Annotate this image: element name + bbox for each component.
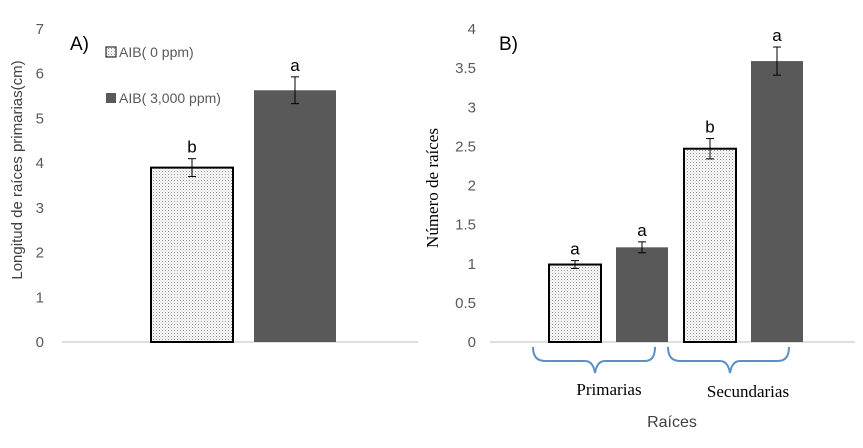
- y-tick-label: 6: [36, 66, 44, 83]
- y-tick-label: 0.5: [455, 295, 476, 312]
- panel-a-y-ticks: 0 1 2 3 4 5 6 7: [36, 21, 44, 351]
- panel-b: B) Número de raíces 0 0.5 1 1.5 2 2.5 3 3.5 4 a b…: [423, 21, 855, 431]
- y-tick-label: 3.5: [455, 60, 476, 77]
- significance-label: b: [705, 118, 714, 137]
- category-label-secundarias: Secundarias: [707, 382, 789, 401]
- y-tick-label: 0: [468, 334, 476, 351]
- legend-swatch-control: [105, 46, 117, 58]
- significance-label: a: [570, 240, 580, 259]
- brace-secundarias: [667, 346, 790, 374]
- panel-a: A) Longitud de raíces primarias(cm) 0 1 2 3…: [9, 21, 418, 351]
- significance-label: a: [637, 221, 647, 240]
- y-tick-label: 1.5: [455, 217, 476, 234]
- y-tick-label: 4: [36, 155, 44, 172]
- legend-label-control: AIB( 0 ppm): [119, 44, 194, 60]
- panel-a-bars: ba: [150, 56, 336, 343]
- significance-label: a: [772, 26, 782, 45]
- y-tick-label: 2.5: [455, 138, 476, 155]
- panel-a-legend: AIB( 0 ppm) AIB( 3,000 ppm): [105, 44, 221, 106]
- y-tick-label: 2: [36, 245, 44, 262]
- y-tick-label: 7: [36, 21, 44, 38]
- bar-control: [683, 147, 737, 343]
- panel-b-label: B): [499, 34, 518, 55]
- y-tick-label: 3: [36, 200, 44, 217]
- panel-b-y-axis-title: Número de raíces: [423, 128, 442, 248]
- panel-a-y-axis-title: Longitud de raíces primarias(cm): [9, 60, 26, 279]
- legend-label-treated: AIB( 3,000 ppm): [119, 90, 221, 106]
- panel-b-x-axis-title: Raíces: [647, 414, 697, 431]
- bar-treated: [751, 61, 803, 343]
- y-tick-label: 5: [36, 110, 44, 127]
- brace-primarias: [532, 346, 656, 374]
- panel-a-label: A): [70, 34, 89, 55]
- panel-b-y-ticks: 0 0.5 1 1.5 2 2.5 3 3.5 4: [455, 21, 476, 351]
- bar-treated: [254, 90, 336, 342]
- bar-treated: [616, 247, 668, 342]
- y-tick-label: 0: [36, 334, 44, 351]
- y-tick-label: 3: [468, 99, 476, 116]
- panel-b-bars: a b a a: [548, 26, 803, 343]
- bar-control: [150, 166, 234, 343]
- y-tick-label: 1: [468, 256, 476, 273]
- legend-swatch-treated: [106, 93, 116, 103]
- significance-label: b: [187, 138, 196, 157]
- significance-label: a: [290, 56, 300, 75]
- y-tick-label: 1: [36, 289, 44, 306]
- category-label-primarias: Primarias: [576, 380, 641, 399]
- y-tick-label: 2: [468, 178, 476, 195]
- bar-control: [548, 263, 602, 343]
- y-tick-label: 4: [468, 21, 476, 38]
